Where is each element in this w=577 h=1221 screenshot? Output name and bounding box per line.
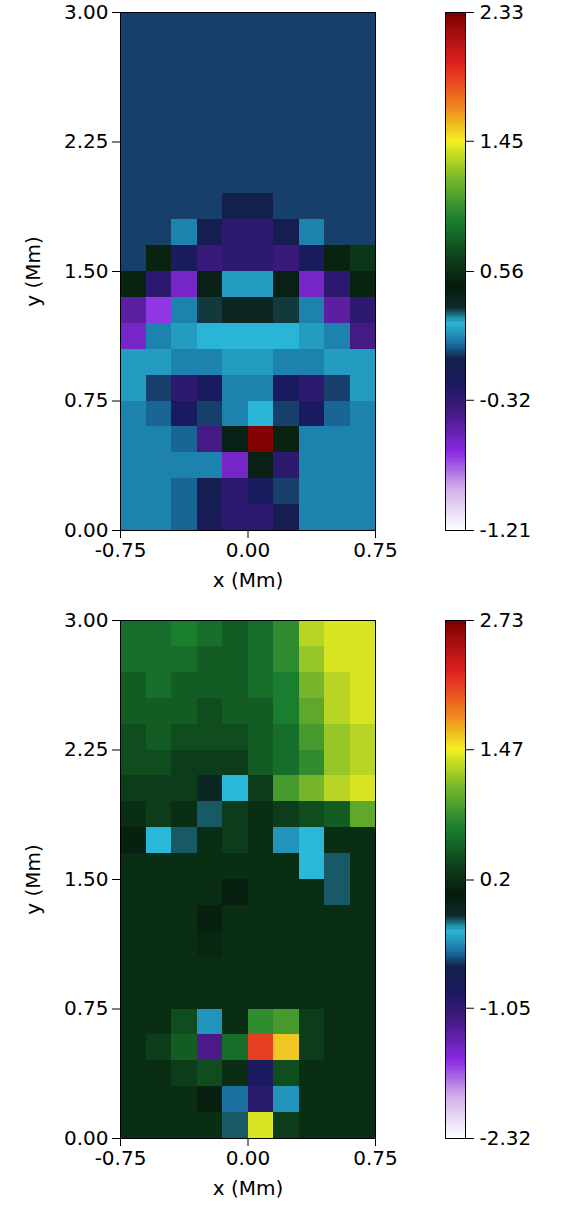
svg-text:2.33: 2.33 [480,0,525,24]
svg-text:0.75: 0.75 [353,538,398,562]
svg-text:x (Mm): x (Mm) [213,1176,284,1200]
svg-text:0.75: 0.75 [64,388,109,412]
svg-text:2.25: 2.25 [64,737,109,761]
svg-text:-0.75: -0.75 [94,1145,147,1170]
svg-text:y (Mm): y (Mm) [21,844,45,915]
svg-text:-0.32: -0.32 [480,388,532,412]
svg-text:-2.32: -2.32 [480,1126,532,1150]
svg-text:-1.05: -1.05 [480,996,532,1020]
svg-text:0.75: 0.75 [64,996,109,1020]
svg-text:y (Mm): y (Mm) [21,236,45,307]
svg-text:0.00: 0.00 [64,518,109,542]
svg-text:0.2: 0.2 [480,867,512,891]
svg-text:2.25: 2.25 [64,129,109,153]
svg-text:1.47: 1.47 [480,737,525,761]
svg-text:0.75: 0.75 [353,1146,398,1170]
svg-text:x (Mm): x (Mm) [213,568,284,592]
svg-text:1.50: 1.50 [64,259,109,283]
svg-text:0.00: 0.00 [226,1146,271,1170]
svg-text:1.50: 1.50 [64,867,109,891]
svg-text:0.00: 0.00 [64,1126,109,1150]
svg-text:-0.75: -0.75 [94,537,147,562]
svg-text:-1.21: -1.21 [480,518,532,542]
svg-text:2.73: 2.73 [480,608,525,632]
svg-text:1.45: 1.45 [480,129,525,153]
svg-text:3.00: 3.00 [64,0,109,24]
svg-text:0.56: 0.56 [480,259,525,283]
svg-text:0.00: 0.00 [226,538,271,562]
svg-text:3.00: 3.00 [64,608,109,632]
